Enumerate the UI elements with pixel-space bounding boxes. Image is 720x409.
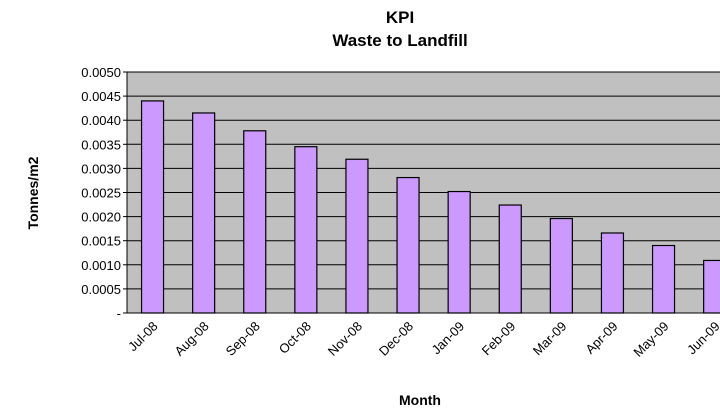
bar — [345, 158, 369, 314]
x-tick-label: May-09 — [630, 319, 671, 360]
x-tick-label: Jan-09 — [429, 319, 468, 358]
bar — [549, 217, 573, 314]
y-axis-title: Tonnes/m2 — [25, 156, 41, 229]
x-tick-label: Oct-08 — [276, 319, 314, 357]
y-tick-label: 0.0015 — [81, 234, 121, 249]
y-tick-label: 0.0030 — [81, 161, 121, 176]
x-tick-label: Jun-09 — [684, 319, 720, 358]
x-tick-label: Dec-08 — [376, 319, 416, 359]
y-tick-label: 0.0005 — [81, 282, 121, 297]
y-tick-label: 0.0040 — [81, 113, 121, 128]
bar — [294, 146, 318, 314]
y-tick-label: 0.0020 — [81, 210, 121, 225]
x-tick-label: Jul-08 — [125, 319, 161, 355]
y-tick-label: 0.0050 — [81, 65, 121, 80]
y-tick-label: - — [117, 306, 121, 321]
x-tick-label: Aug-08 — [172, 319, 212, 359]
chart-title: KPI — [386, 8, 414, 27]
chart-subtitle: Waste to Landfill — [332, 31, 467, 50]
bar — [600, 232, 625, 314]
bar — [703, 259, 720, 314]
bar — [140, 100, 165, 314]
x-tick-label: Apr-09 — [582, 319, 620, 357]
bar — [651, 244, 676, 314]
x-tick-label: Mar-09 — [530, 319, 570, 359]
x-tick-label: Feb-09 — [479, 319, 519, 359]
y-tick-label: 0.0035 — [81, 137, 121, 152]
bar — [396, 176, 420, 314]
bar — [243, 130, 267, 314]
x-axis-title: Month — [399, 392, 441, 408]
bar — [447, 190, 471, 314]
bar — [498, 204, 522, 314]
y-tick-label: 0.0010 — [81, 258, 121, 273]
x-tick-label: Sep-08 — [223, 319, 263, 359]
x-tick-label: Nov-08 — [325, 319, 365, 359]
y-tick-label: 0.0045 — [81, 89, 121, 104]
y-tick-label: 0.0025 — [81, 186, 121, 201]
bar — [192, 112, 216, 314]
